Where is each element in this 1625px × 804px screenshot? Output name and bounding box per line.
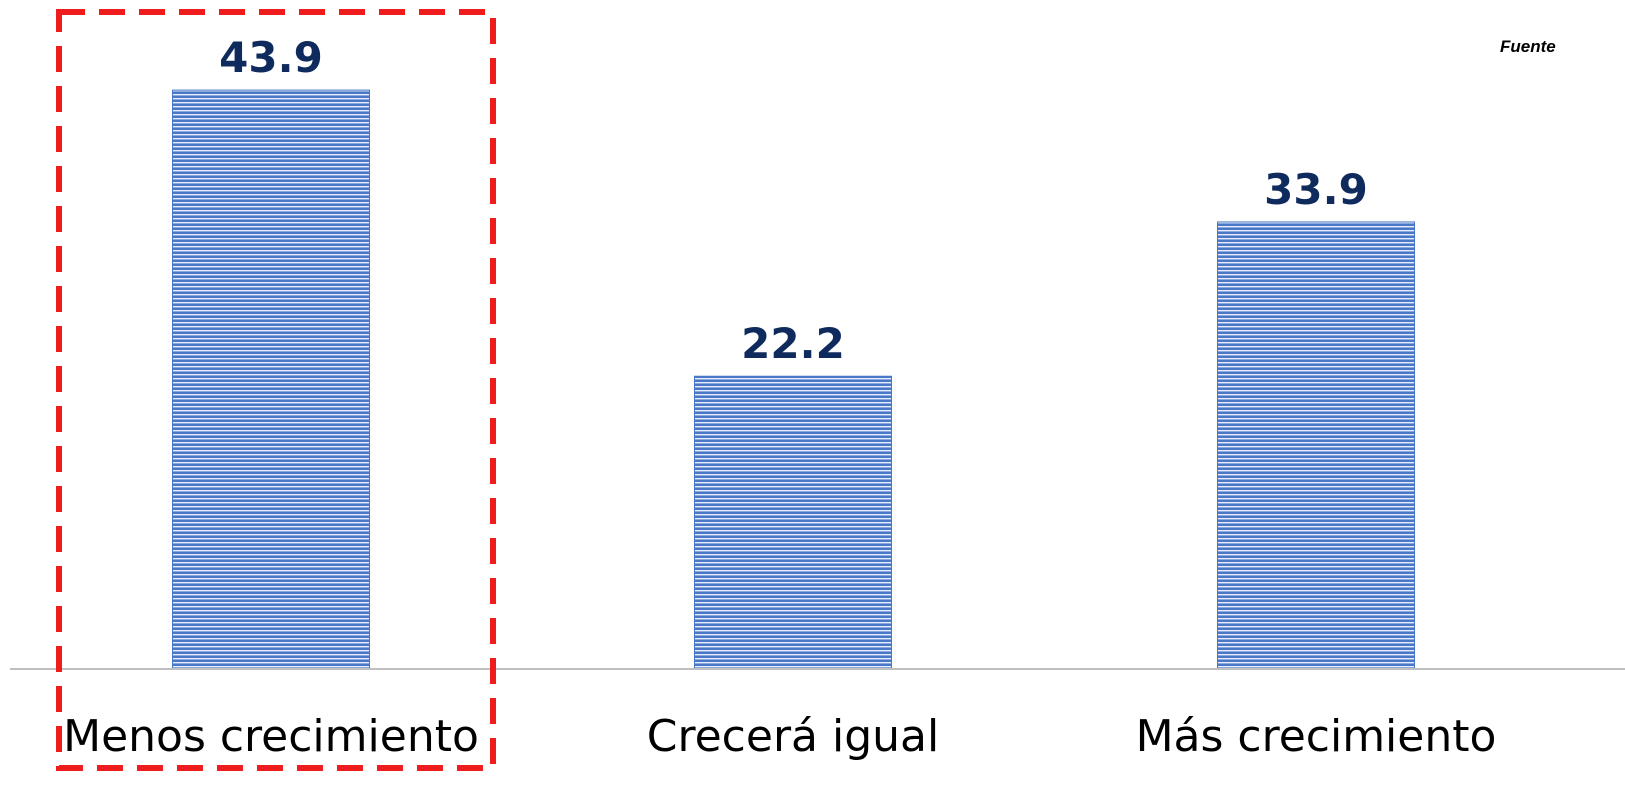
bar-2 — [694, 375, 892, 670]
data-label-2: 22.2 — [741, 319, 845, 368]
labels-layer: 43.9 Menos crecimiento 22.2 Crecerá igual 33… — [63, 33, 1496, 762]
highlight-box — [56, 9, 496, 771]
source-note: Fuente — [1500, 37, 1556, 56]
bar-1 — [172, 89, 370, 670]
data-label-3: 33.9 — [1264, 165, 1368, 214]
category-label-2: Crecerá igual — [647, 711, 939, 762]
bar-3 — [1217, 221, 1415, 670]
category-label-3: Más crecimiento — [1136, 711, 1497, 762]
data-label-1: 43.9 — [219, 33, 323, 82]
bars-layer — [172, 89, 1415, 670]
category-label-1: Menos crecimiento — [63, 711, 479, 762]
